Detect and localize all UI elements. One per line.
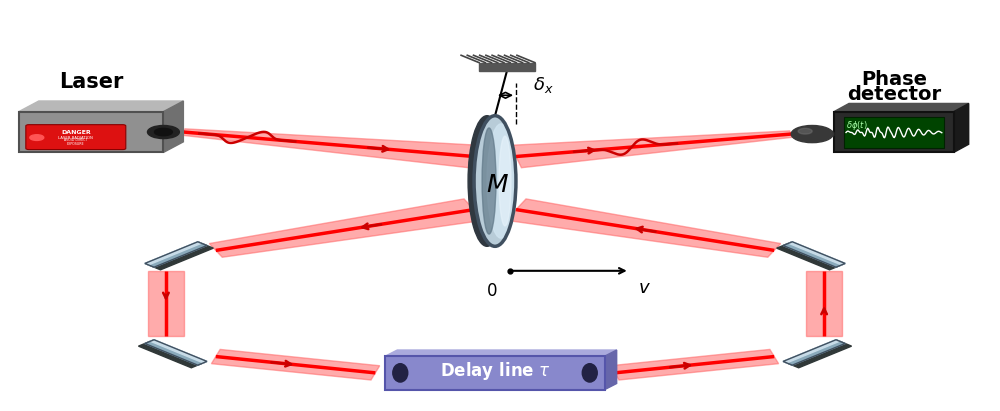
Polygon shape xyxy=(211,349,380,380)
Ellipse shape xyxy=(474,115,516,246)
Text: LASER RADIATION: LASER RADIATION xyxy=(58,136,93,140)
FancyBboxPatch shape xyxy=(844,117,944,148)
FancyBboxPatch shape xyxy=(26,125,126,150)
Polygon shape xyxy=(385,350,617,356)
Text: $\delta_x$: $\delta_x$ xyxy=(533,75,553,95)
Polygon shape xyxy=(605,350,617,390)
Polygon shape xyxy=(506,199,781,257)
Ellipse shape xyxy=(393,364,408,382)
Text: Laser: Laser xyxy=(59,72,123,92)
Circle shape xyxy=(798,128,812,134)
Bar xyxy=(479,62,535,71)
Polygon shape xyxy=(145,242,207,267)
Polygon shape xyxy=(138,340,206,368)
FancyBboxPatch shape xyxy=(19,112,163,152)
Text: $v$: $v$ xyxy=(638,279,651,297)
Text: 0: 0 xyxy=(487,282,497,300)
Polygon shape xyxy=(510,131,793,168)
Ellipse shape xyxy=(499,136,511,226)
FancyBboxPatch shape xyxy=(385,356,605,390)
Polygon shape xyxy=(784,340,852,368)
Circle shape xyxy=(154,128,172,136)
Text: DANGER: DANGER xyxy=(61,130,91,135)
Text: $M$: $M$ xyxy=(486,173,508,197)
Ellipse shape xyxy=(468,115,506,246)
Polygon shape xyxy=(610,349,779,380)
Circle shape xyxy=(791,125,833,143)
Text: Phase: Phase xyxy=(861,70,927,89)
Circle shape xyxy=(30,135,44,141)
Polygon shape xyxy=(789,242,845,265)
Polygon shape xyxy=(148,271,184,336)
Ellipse shape xyxy=(482,128,496,234)
Text: $\delta\phi(t)$: $\delta\phi(t)$ xyxy=(846,119,868,132)
Ellipse shape xyxy=(487,124,515,238)
Polygon shape xyxy=(163,101,183,152)
Polygon shape xyxy=(146,242,213,270)
Ellipse shape xyxy=(582,364,597,382)
Polygon shape xyxy=(145,242,201,265)
Polygon shape xyxy=(777,242,844,270)
Text: Delay line $\tau$: Delay line $\tau$ xyxy=(440,360,551,382)
Text: AVOID DIRECT
EXPOSURE: AVOID DIRECT EXPOSURE xyxy=(64,138,87,146)
Polygon shape xyxy=(783,340,840,363)
Polygon shape xyxy=(19,101,183,112)
Circle shape xyxy=(147,125,179,139)
Polygon shape xyxy=(783,242,845,267)
Text: detector: detector xyxy=(847,85,941,104)
FancyBboxPatch shape xyxy=(834,112,954,152)
Polygon shape xyxy=(209,199,484,257)
Polygon shape xyxy=(954,104,969,152)
Polygon shape xyxy=(145,340,207,365)
Polygon shape xyxy=(150,340,207,363)
Polygon shape xyxy=(806,271,842,336)
Polygon shape xyxy=(783,340,845,365)
Polygon shape xyxy=(834,104,969,112)
Polygon shape xyxy=(182,129,480,168)
